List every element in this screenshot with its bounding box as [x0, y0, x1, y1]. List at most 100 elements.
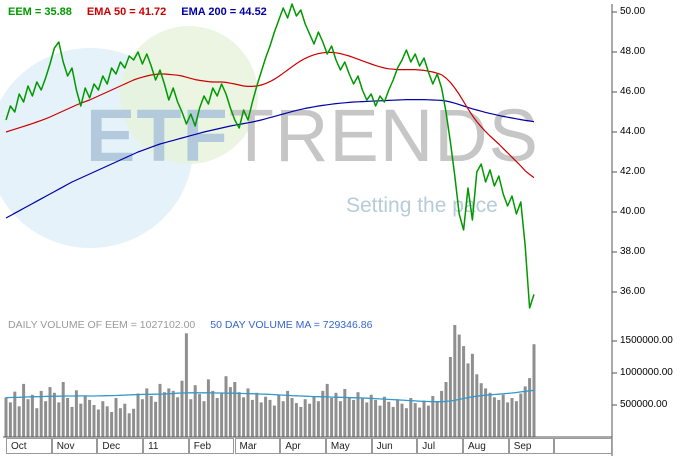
volume-bar [528, 378, 532, 437]
volume-bar [132, 408, 136, 437]
volume-bar [17, 406, 21, 437]
legend-daily-volume: DAILY VOLUME OF EEM = 1027102.00 [8, 319, 196, 331]
volume-bar [484, 388, 488, 437]
eem-price-line [5, 3, 535, 309]
volume-bar [330, 398, 334, 437]
month-label-Feb: Feb [188, 438, 235, 454]
price-tick-label: 42.00 [620, 166, 646, 177]
month-axis: Oct Nov Dec 11 Feb Mar Apr May Jun Jul Aug Sep [0, 438, 680, 456]
volume-bar [154, 401, 158, 437]
volume-bar [136, 393, 140, 437]
volume-bar [418, 407, 422, 437]
volume-bar [488, 392, 492, 437]
volume-bar [110, 412, 114, 437]
volume-bar [35, 408, 39, 437]
volume-bar [22, 383, 26, 437]
volume-bar [352, 399, 356, 437]
volume-bar [52, 392, 56, 437]
volume-bar [211, 390, 215, 437]
month-label-Nov: Nov [51, 438, 98, 454]
volume-bar [180, 380, 184, 437]
volume-bar [184, 333, 188, 437]
volume-bar [299, 406, 303, 437]
volume-bar [453, 325, 457, 437]
month-label-Dec: Dec [97, 438, 144, 454]
month-label-Oct: Oct [6, 438, 52, 454]
volume-bar [158, 383, 162, 437]
price-tick-label: 50.00 [620, 6, 646, 17]
volume-bar [321, 390, 325, 437]
volume-bar [497, 399, 501, 437]
volume-bar [510, 398, 514, 437]
watermark-brand: ETFTRENDS [86, 88, 539, 184]
volume-bar [61, 382, 65, 437]
volume-bar [303, 399, 307, 437]
volume-bar [523, 386, 527, 437]
volume-bar [48, 387, 52, 437]
month-label-Sep: Sep [508, 438, 555, 454]
volume-bar [13, 391, 17, 437]
volume-bar [114, 398, 118, 437]
price-tick-label: 44.00 [620, 126, 646, 137]
month-label-Apr: Apr [280, 438, 326, 454]
volume-bar [343, 389, 347, 437]
volume-bar [8, 402, 12, 437]
volume-bar [79, 403, 83, 437]
volume-bar [440, 390, 444, 437]
volume-bar [356, 392, 360, 437]
volume-bar [514, 401, 518, 437]
volume-bar [39, 390, 43, 437]
volume-bar [479, 383, 483, 437]
watermark-etf-text: ETF [86, 94, 229, 177]
legend-ema50: EMA 50 = 41.72 [86, 6, 167, 18]
price-legend: EEM = 35.88 EMA 50 = 41.72 EMA 200 = 44.… [8, 6, 267, 18]
volume-bar [506, 402, 510, 437]
volume-bar [374, 399, 378, 437]
volume-bar [105, 406, 109, 437]
volume-bar [378, 405, 382, 437]
volume-bar [312, 396, 316, 437]
volume-tick-label: 500000.00 [620, 399, 668, 410]
volume-bar [101, 401, 105, 437]
volume-bar [127, 413, 131, 437]
watermark-slogan-text: Setting the pace [346, 194, 498, 217]
ema200-line [5, 98, 535, 219]
volume-bar [338, 401, 342, 437]
volume-bar [448, 357, 452, 437]
volume-bar [290, 398, 294, 437]
volume-bar [391, 406, 395, 437]
volume-bar [74, 390, 78, 437]
volume-ma-line [5, 389, 535, 403]
volume-bar [57, 402, 61, 437]
volume-bar [400, 403, 404, 437]
price-tick-label: 36.00 [620, 286, 646, 297]
volume-bar [96, 409, 100, 437]
volume-bar [501, 394, 505, 437]
volume-bar [255, 392, 259, 437]
volume-bar [286, 390, 290, 437]
volume-bar [308, 403, 312, 437]
price-tick-label: 46.00 [620, 86, 646, 97]
volume-bar [492, 397, 496, 437]
volume-tick-label: 1500000.00 [620, 335, 673, 346]
volume-bar [167, 388, 171, 437]
volume-bar [237, 392, 241, 437]
volume-bar [228, 387, 232, 437]
volume-bar [519, 393, 523, 437]
volume-bar [92, 405, 96, 437]
volume-bar [189, 399, 193, 437]
month-axis-empty-cell [554, 438, 612, 454]
volume-bar [462, 346, 466, 437]
month-label-May: May [325, 438, 372, 454]
volume-bar [409, 398, 413, 437]
volume-bar [233, 382, 237, 437]
volume-tick-label: 1000000.00 [620, 367, 673, 378]
volume-bar [162, 392, 166, 437]
volume-bar [193, 385, 197, 437]
volume-bar [422, 400, 426, 437]
month-label-Jul: Jul [417, 438, 463, 454]
volume-bar [475, 374, 479, 437]
